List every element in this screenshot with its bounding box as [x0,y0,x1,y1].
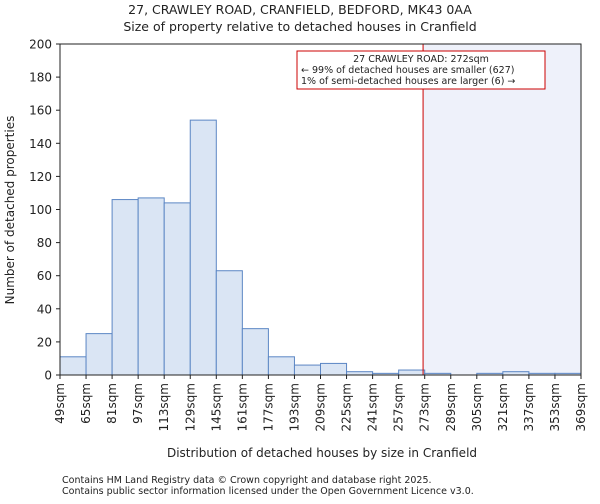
x-tick-label-273sqm: 273sqm [418,383,432,431]
x-tick-label-369sqm: 369sqm [574,383,588,431]
x-tick-label-353sqm: 353sqm [548,383,562,431]
bar-129sqm [189,119,217,376]
y-tick-label-20: 20 [37,335,52,349]
bar-177sqm [267,356,295,376]
x-tick-label-305sqm: 305sqm [470,383,484,431]
x-tick-label-177sqm: 177sqm [261,383,275,431]
bar-81sqm [111,199,139,376]
x-tick-label-113sqm: 113sqm [157,383,171,431]
x-axis-label: Distribution of detached houses by size … [167,446,477,460]
bar-65sqm [85,333,113,376]
x-tick-label-81sqm: 81sqm [105,383,119,424]
y-tick-label-200: 200 [29,38,52,52]
annotation-box [296,50,546,90]
y-tick-label-40: 40 [37,302,52,316]
x-tick-label-337sqm: 337sqm [522,383,536,431]
x-tick-label-209sqm: 209sqm [314,383,328,431]
x-tick-label-65sqm: 65sqm [79,383,93,424]
footer-line-1: Contains HM Land Registry data © Crown c… [62,475,432,486]
bar-161sqm [241,328,269,376]
x-tick-label-289sqm: 289sqm [444,383,458,431]
x-tick-label-225sqm: 225sqm [340,383,354,431]
chart-subtitle: Size of property relative to detached ho… [123,19,476,34]
bar-113sqm [163,202,191,376]
y-tick-label-140: 140 [29,137,52,151]
y-tick-label-100: 100 [29,203,52,217]
annotation-line-2: ← 99% of detached houses are smaller (62… [301,65,514,76]
y-tick-label-160: 160 [29,104,52,118]
y-axis-label: Number of detached properties [3,116,17,305]
y-tick-label-0: 0 [44,369,52,383]
y-tick-label-120: 120 [29,170,52,184]
bar-193sqm [293,364,322,376]
x-tick-label-241sqm: 241sqm [366,383,380,431]
x-tick-label-49sqm: 49sqm [53,383,67,424]
y-tick-label-80: 80 [37,236,52,250]
x-tick-label-161sqm: 161sqm [235,383,249,431]
y-tick-label-180: 180 [29,71,52,85]
bar-209sqm [320,362,348,376]
x-tick-label-145sqm: 145sqm [209,383,223,431]
bar-145sqm [215,270,243,376]
annotation-line-3: 1% of semi-detached houses are larger (6… [301,76,515,87]
x-tick-label-321sqm: 321sqm [496,383,510,431]
annotation-line-1: 27 CRAWLEY ROAD: 272sqm [353,54,489,65]
chart-title: 27, CRAWLEY ROAD, CRANFIELD, BEDFORD, MK… [128,2,472,17]
bar-97sqm [137,197,165,376]
footer-line-2: Contains public sector information licen… [62,486,474,497]
plot-area: 0 20 40 60 80 100 120 140 160 180 200 49sqm 65sqm 81s… [29,38,588,432]
bar-257sqm [398,369,426,376]
x-tick-label-129sqm: 129sqm [183,383,197,431]
highlight-region [423,44,581,375]
x-tick-label-193sqm: 193sqm [287,383,301,431]
y-tick-label-60: 60 [37,269,52,283]
x-tick-label-97sqm: 97sqm [131,383,145,424]
x-tick-label-257sqm: 257sqm [392,383,406,431]
bar-49sqm [59,356,87,376]
